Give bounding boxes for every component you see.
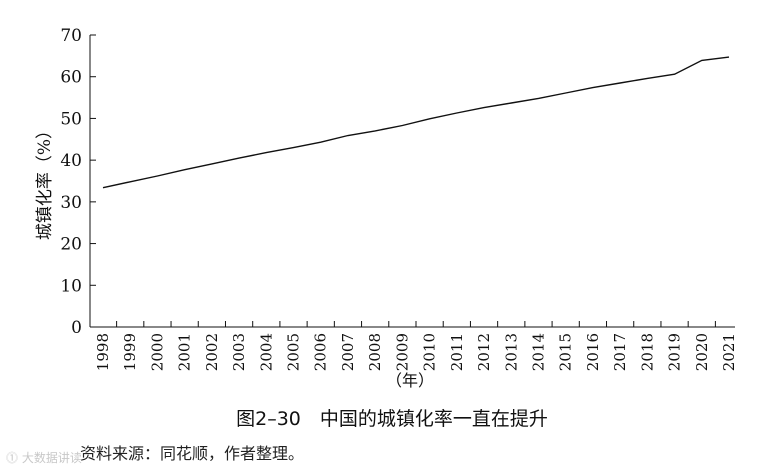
x-tick-label: 2001 — [176, 333, 194, 371]
y-tick-label: 40 — [60, 151, 82, 171]
x-tick-label: 2003 — [230, 333, 248, 371]
x-axis-label: （年） — [386, 371, 434, 390]
x-tick-label: 2012 — [475, 333, 493, 371]
x-tick-label: 2018 — [638, 333, 656, 371]
x-tick-label: 2013 — [502, 333, 520, 371]
x-tick-label: 2000 — [148, 333, 166, 371]
x-tick-label: 1998 — [94, 333, 112, 371]
y-tick-label: 50 — [60, 109, 82, 129]
x-tick-label: 2005 — [285, 333, 303, 371]
x-tick-label: 2019 — [666, 333, 684, 371]
x-tick-label: 2009 — [393, 333, 411, 371]
x-tick-label: 2007 — [339, 333, 357, 371]
x-tick-label: 2006 — [312, 333, 330, 371]
source-note: 资料来源：同花顺，作者整理。 — [80, 444, 305, 463]
x-tick-label: 2017 — [611, 333, 629, 371]
x-tick-label: 2020 — [693, 333, 711, 371]
y-tick-label: 70 — [60, 26, 82, 46]
x-tick-label: 2014 — [529, 333, 547, 371]
y-ticks: 0 10 20 30 40 50 60 70 — [60, 26, 96, 338]
y-tick-label: 10 — [60, 276, 82, 296]
figure-caption: 图2–30 中国的城镇化率一直在提升 — [236, 408, 548, 430]
x-tick-label: 2004 — [257, 333, 275, 371]
x-tick-label: 2015 — [557, 333, 575, 371]
x-tick-label: 2008 — [366, 333, 384, 371]
y-tick-label: 30 — [60, 193, 82, 213]
series-line — [102, 56, 730, 189]
x-ticks: 1998 1999 2000 2001 2002 2003 2004 2005 2006 2007… — [94, 321, 738, 371]
line-chart: 0 10 20 30 40 50 60 70 1998 1999 2000 2001 2002 2003… — [35, 26, 738, 390]
x-tick-label: 2010 — [421, 333, 439, 371]
y-tick-label: 20 — [60, 235, 82, 255]
x-tick-label: 2016 — [584, 333, 602, 371]
y-tick-label: 0 — [71, 318, 82, 338]
y-tick-label: 60 — [60, 68, 82, 88]
x-tick-label: 1999 — [121, 333, 139, 371]
x-tick-label: 2011 — [448, 333, 466, 371]
x-tick-label: 2002 — [203, 333, 221, 371]
x-tick-label: 2021 — [720, 333, 738, 371]
y-axis-label: 城镇化率（%） — [35, 122, 55, 240]
watermark: ⓵ 大数据讲读 — [6, 451, 82, 465]
